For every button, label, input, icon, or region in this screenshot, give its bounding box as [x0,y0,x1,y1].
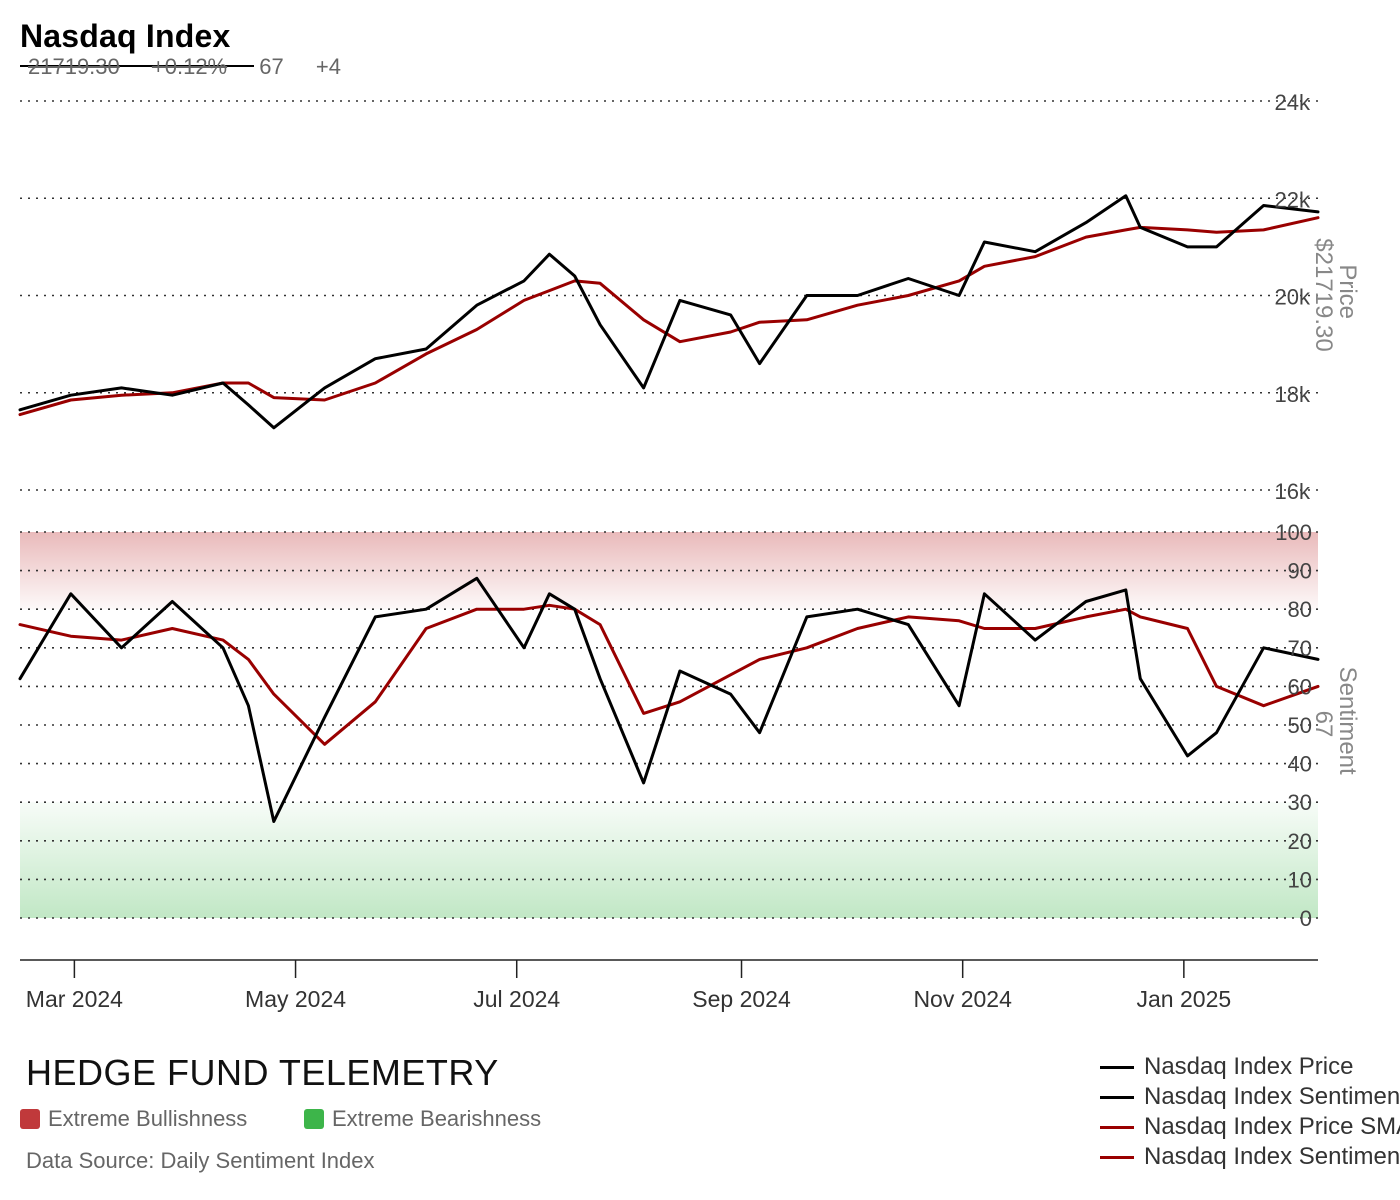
sentiment-tick-label: 10 [1288,867,1312,892]
price-line [18,194,1320,430]
sentiment-tick-label: 0 [1300,906,1312,931]
price-tick-label: 16k [1275,479,1311,504]
price-summary: 21719.30 +0.12% 67 +4 [28,54,367,80]
price-tick-label: 18k [1275,382,1311,407]
sentiment-tick-label: 30 [1288,790,1312,815]
bull-swatch [20,1109,40,1129]
sentiment-tick-label: 100 [1275,520,1312,545]
sentiment-tick-label: 50 [1288,713,1312,738]
current-sentiment: 67 [259,54,284,79]
bull-zone-key: Extreme Bullishness [20,1106,247,1132]
gridlines [20,100,1318,919]
bear-zone-key: Extreme Bearishness [304,1106,541,1132]
legend-item-price[interactable]: Nasdaq Index Price [1100,1052,1400,1082]
price-axis-title: Price [1334,264,1361,319]
sentiment-tick-label: 80 [1288,597,1312,622]
price-tick-label: 24k [1275,90,1311,115]
sentiment-tick-label: 70 [1288,636,1312,661]
sentiment-line [18,576,1320,823]
title-underline [20,65,254,67]
chart-canvas: 16k 18k 20k 22k 24k 0 10 20 30 40 50 60 70 80 90 100 Ma… [18,90,1361,1012]
legend-item-price-sma[interactable]: Nasdaq Index Price SMA [1100,1112,1400,1142]
x-tick-label: Jan 2025 [1137,986,1232,1012]
price-change-pct: +0.12% [151,54,228,79]
price-axis-value: $21719.30 [1310,238,1337,351]
brand-name: HEDGE FUND TELEMETRY [26,1052,499,1093]
legend-label: Nasdaq Index Sentiment SMA [1144,1143,1400,1170]
legend-label: Nasdaq Index Sentiment [1144,1083,1400,1110]
current-price: 21719.30 [28,54,120,79]
series-lines [18,194,1320,823]
sentiment-change: +4 [315,54,341,79]
sentiment-sma-line [18,603,1320,746]
x-tick-label: Mar 2024 [26,986,123,1012]
legend: Nasdaq Index Price Nasdaq Index Sentimen… [1100,1052,1400,1172]
chart-title: Nasdaq Index [20,18,231,54]
bull-zone-label: Extreme Bullishness [48,1106,248,1131]
bear-swatch [304,1109,324,1129]
legend-item-sentiment[interactable]: Nasdaq Index Sentiment [1100,1082,1400,1112]
legend-line-sentiment [1100,1095,1134,1099]
legend-label: Nasdaq Index Price SMA [1144,1113,1400,1140]
sentiment-axis-value: 67 [1310,711,1337,738]
legend-line-price-sma [1100,1125,1134,1129]
legend-item-sentiment-sma[interactable]: Nasdaq Index Sentiment SMA [1100,1142,1400,1172]
x-axis: Mar 2024 May 2024 Jul 2024 Sep 2024 Nov 2024… [20,959,1318,1012]
sentiment-axis-label: Sentiment 67 [1310,667,1361,782]
x-tick-label: Jul 2024 [473,986,560,1012]
sentiment-tick-label: 20 [1288,829,1312,854]
x-tick-label: May 2024 [245,986,346,1012]
sentiment-tick-label: 90 [1288,559,1312,584]
price-tick-label: 20k [1275,285,1311,310]
data-source: Data Source: Daily Sentiment Index [26,1148,375,1173]
x-tick-label: Nov 2024 [913,986,1012,1012]
x-tick-label: Sep 2024 [692,986,791,1012]
bear-zone-label: Extreme Bearishness [332,1106,542,1131]
price-sma-line [18,216,1320,417]
sentiment-tick-label: 40 [1288,752,1312,777]
y-tick-labels: 16k 18k 20k 22k 24k 0 10 20 30 40 50 60 70 80 90 100 [1275,90,1312,931]
bear-zone [20,802,1318,918]
price-axis-label: Price $21719.30 [1310,238,1361,351]
sentiment-tick-label: 60 [1288,674,1312,699]
price-tick-label: 22k [1275,187,1311,212]
sentiment-axis-title: Sentiment [1334,667,1361,775]
legend-line-price [1100,1065,1134,1069]
legend-line-sentiment-sma [1100,1155,1134,1159]
legend-label: Nasdaq Index Price [1144,1053,1354,1080]
